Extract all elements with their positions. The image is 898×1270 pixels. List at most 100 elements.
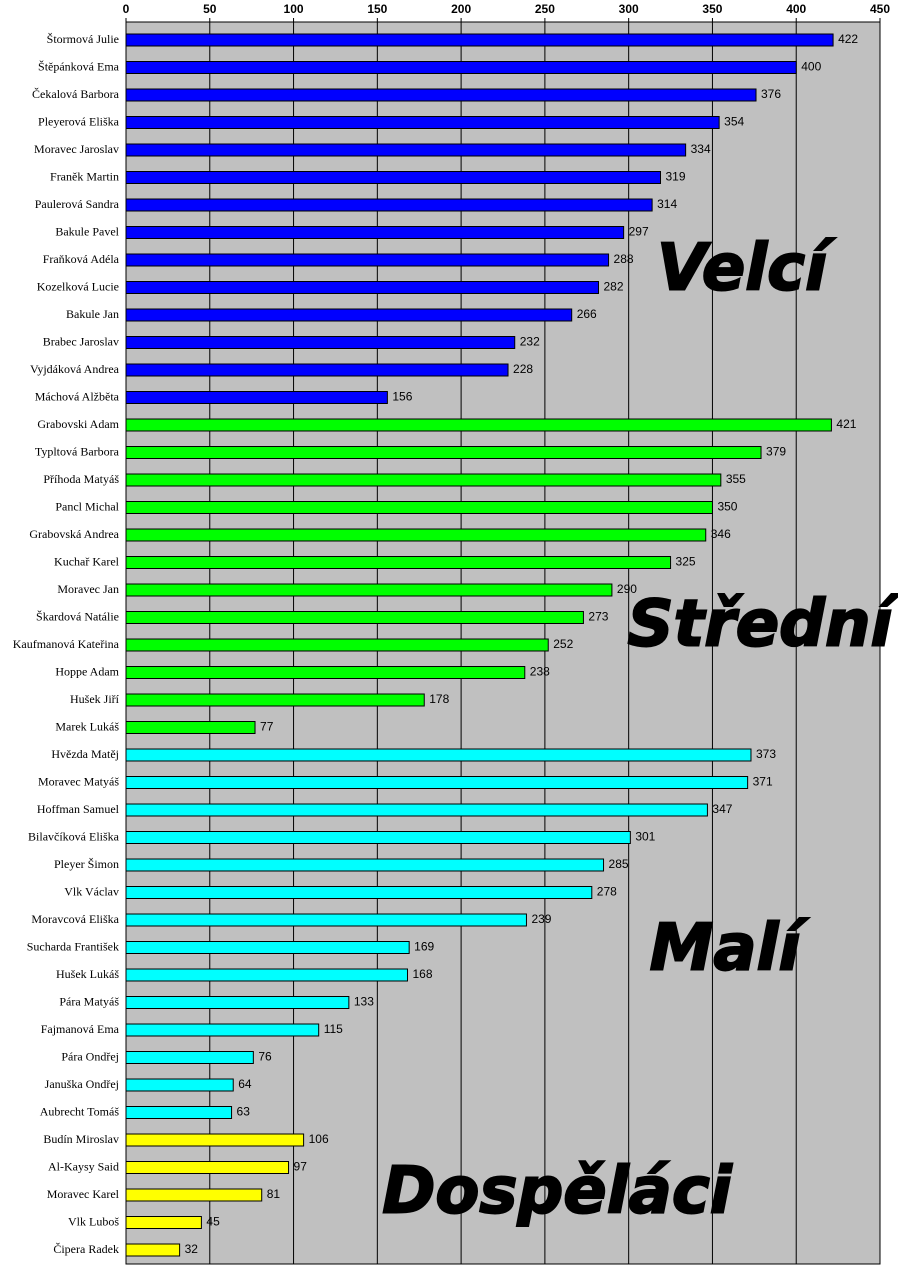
group-label: Střední bbox=[628, 588, 898, 662]
value-label: 314 bbox=[657, 197, 677, 211]
y-tick-label: Hušek Lukáš bbox=[56, 967, 119, 981]
bar bbox=[125, 198, 653, 212]
y-tick-label: Fajmanová Ema bbox=[41, 1022, 120, 1036]
value-label: 376 bbox=[761, 87, 781, 101]
bar bbox=[125, 748, 752, 762]
y-tick-label: Vyjdáková Andrea bbox=[30, 362, 120, 376]
bar bbox=[125, 693, 425, 707]
value-label: 282 bbox=[604, 280, 624, 294]
y-tick-label: Štěpánková Ema bbox=[38, 59, 120, 73]
bar bbox=[125, 226, 625, 239]
bar bbox=[125, 61, 797, 74]
value-label: 273 bbox=[588, 610, 608, 624]
bar bbox=[125, 858, 605, 872]
value-label: 371 bbox=[753, 775, 773, 789]
bar bbox=[125, 391, 388, 404]
value-label: 238 bbox=[530, 665, 550, 679]
bar bbox=[125, 996, 350, 1009]
value-label: 290 bbox=[617, 582, 637, 596]
y-tick-label: Máchová Alžběta bbox=[35, 389, 120, 403]
value-label: 115 bbox=[324, 1022, 343, 1036]
y-tick-label: Moravec Jan bbox=[57, 582, 119, 596]
value-label: 288 bbox=[614, 252, 634, 266]
value-label: 379 bbox=[766, 445, 786, 459]
y-tick-label: Fraňková Adéla bbox=[43, 252, 120, 266]
bar bbox=[125, 1078, 234, 1092]
value-label: 350 bbox=[717, 500, 737, 514]
value-label: 334 bbox=[691, 142, 711, 156]
group-label: Velcí bbox=[657, 232, 836, 306]
bar bbox=[125, 253, 610, 267]
x-tick-label: 0 bbox=[123, 2, 130, 16]
y-tick-label: Čipera Radek bbox=[53, 1242, 119, 1256]
value-label: 63 bbox=[237, 1105, 251, 1119]
bar bbox=[125, 1161, 290, 1174]
value-label: 301 bbox=[635, 830, 655, 844]
value-label: 232 bbox=[520, 335, 540, 349]
bar bbox=[125, 501, 713, 514]
bar bbox=[125, 913, 527, 927]
bar bbox=[125, 446, 762, 459]
value-label: 81 bbox=[267, 1187, 281, 1201]
group-label: Malí bbox=[650, 912, 810, 986]
y-tick-label: Sucharda František bbox=[27, 939, 119, 953]
value-label: 76 bbox=[258, 1050, 272, 1064]
value-label: 32 bbox=[185, 1242, 199, 1256]
bar bbox=[125, 418, 832, 432]
y-tick-label: Hoffman Samuel bbox=[37, 802, 120, 816]
y-tick-label: Pleyer Šimon bbox=[54, 857, 119, 871]
x-tick-label: 150 bbox=[367, 2, 387, 16]
bar bbox=[125, 776, 749, 789]
value-label: 97 bbox=[294, 1160, 308, 1174]
value-label: 106 bbox=[309, 1132, 329, 1146]
value-label: 252 bbox=[553, 637, 573, 651]
bar bbox=[125, 1106, 233, 1119]
bar bbox=[125, 363, 509, 377]
x-tick-label: 450 bbox=[870, 2, 890, 16]
value-label: 278 bbox=[597, 885, 617, 899]
y-tick-label: Hušek Jiří bbox=[70, 692, 120, 706]
bar bbox=[125, 968, 408, 982]
y-tick-label: Kuchař Karel bbox=[54, 554, 120, 568]
y-tick-label: Kaufmanová Kateřina bbox=[13, 637, 120, 651]
y-tick-label: Grabovská Andrea bbox=[29, 527, 119, 541]
y-tick-label: Grabovski Adam bbox=[37, 417, 119, 431]
value-label: 346 bbox=[711, 527, 731, 541]
bar bbox=[125, 941, 410, 954]
y-tick-label: Čekalová Barbora bbox=[32, 87, 120, 101]
y-tick-label: Příhoda Matyáš bbox=[43, 472, 119, 486]
value-label: 178 bbox=[429, 692, 449, 706]
value-label: 347 bbox=[712, 802, 732, 816]
y-tick-label: Al-Kaysy Said bbox=[48, 1159, 119, 1173]
bar bbox=[125, 281, 600, 294]
bar bbox=[125, 33, 834, 47]
y-tick-label: Paulerová Sandra bbox=[35, 197, 120, 211]
y-tick-label: Pancl Michal bbox=[55, 499, 119, 513]
value-label: 266 bbox=[577, 307, 597, 321]
y-tick-label: Hoppe Adam bbox=[55, 664, 119, 678]
bar bbox=[125, 143, 687, 157]
y-tick-label: Typltová Barbora bbox=[35, 444, 120, 458]
value-label: 373 bbox=[756, 747, 776, 761]
bar bbox=[125, 721, 256, 734]
y-tick-label: Pára Ondřej bbox=[61, 1049, 119, 1063]
y-tick-label: Moravec Jaroslav bbox=[34, 142, 119, 156]
bar bbox=[125, 886, 593, 899]
bar bbox=[125, 528, 707, 542]
y-tick-label: Moravec Matyáš bbox=[38, 774, 119, 788]
bar bbox=[125, 1133, 305, 1147]
y-tick-label: Bakule Jan bbox=[66, 307, 119, 321]
bar bbox=[125, 1243, 181, 1257]
value-label: 228 bbox=[513, 362, 533, 376]
y-tick-label: Bakule Pavel bbox=[55, 224, 119, 238]
bar bbox=[125, 308, 573, 322]
y-tick-label: Budín Miroslav bbox=[43, 1132, 119, 1146]
y-tick-label: Štormová Julie bbox=[47, 32, 119, 46]
x-tick-label: 100 bbox=[284, 2, 304, 16]
bar bbox=[125, 638, 549, 652]
value-label: 400 bbox=[801, 60, 821, 74]
value-label: 297 bbox=[629, 225, 649, 239]
bar bbox=[125, 556, 672, 569]
value-label: 77 bbox=[260, 720, 274, 734]
